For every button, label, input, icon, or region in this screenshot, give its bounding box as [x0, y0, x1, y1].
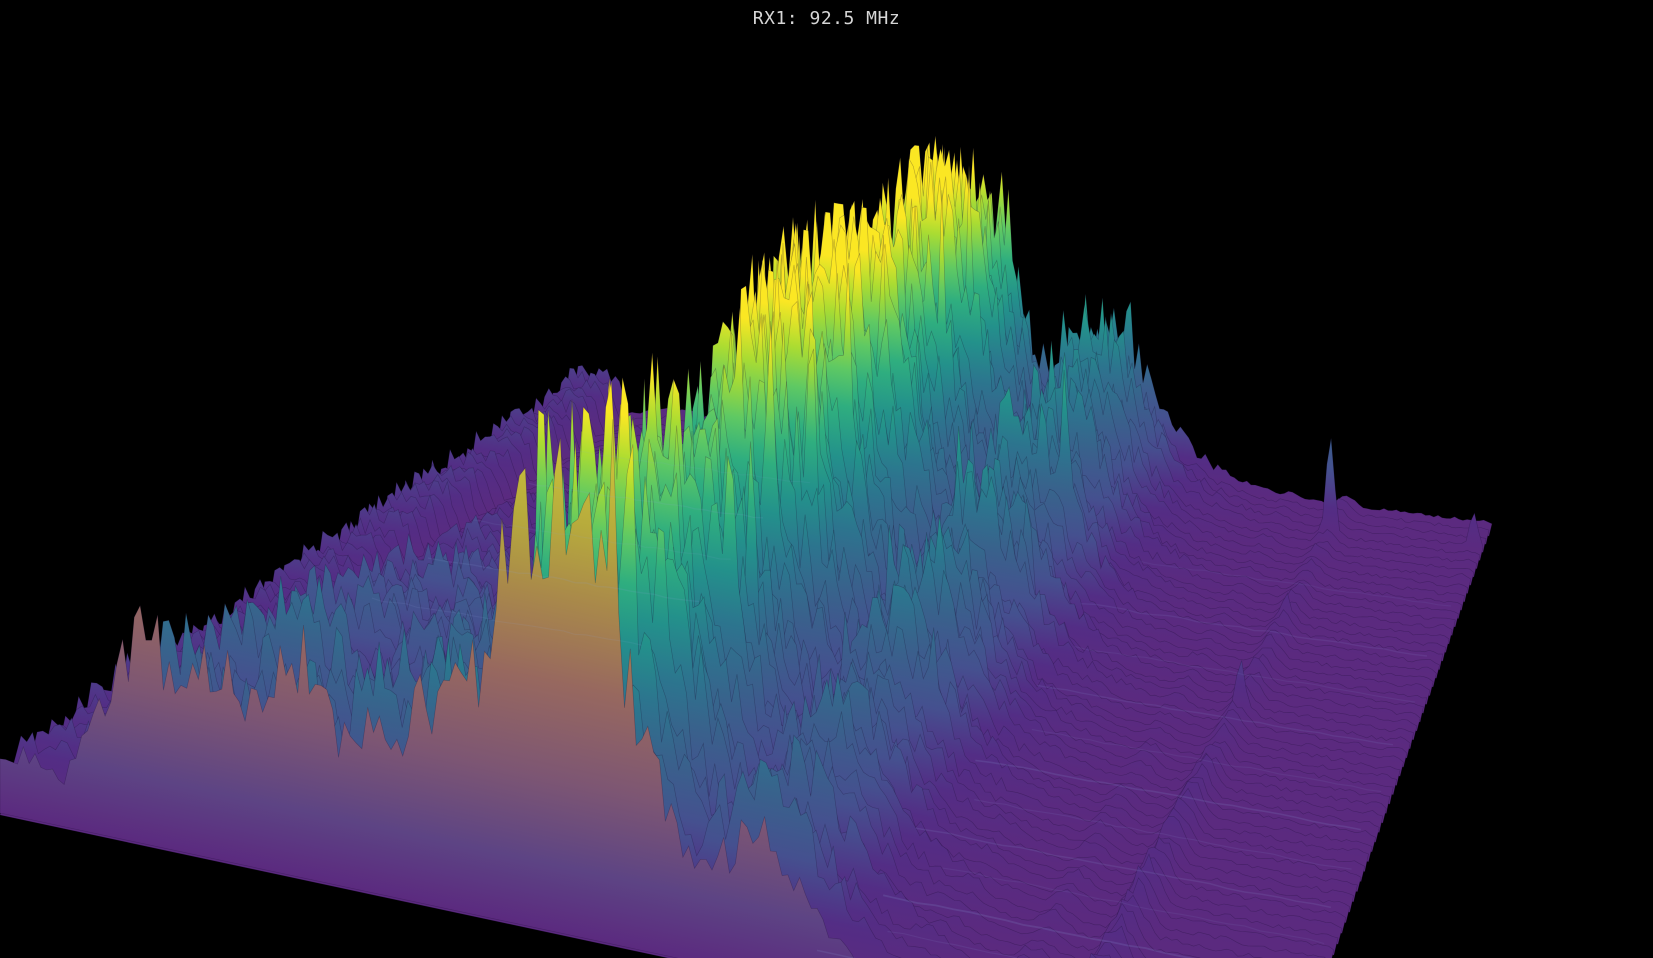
- surface-row: [284, 254, 1391, 814]
- plane-streak: [1081, 603, 1428, 657]
- plane-streak: [371, 597, 643, 646]
- plane-streak: [427, 557, 700, 603]
- plane-streak: [528, 482, 764, 519]
- front-cut-face: [0, 419, 855, 958]
- plane-streak: [1140, 561, 1452, 607]
- plane-streak: [882, 894, 1195, 958]
- plane-streak: [573, 450, 811, 484]
- plane-streak: [942, 867, 1325, 945]
- plane-streak: [974, 799, 1352, 870]
- plane-streak: [915, 827, 1332, 909]
- plane-streak: [975, 759, 1361, 831]
- plane-streak: [473, 519, 731, 560]
- plane-streak: [1074, 645, 1416, 703]
- plane-streak: [887, 930, 1019, 958]
- view-title: RX1: 92.5 MHz: [752, 8, 901, 29]
- plane-streak: [1036, 684, 1393, 746]
- plane-streak: [1031, 728, 1382, 793]
- surface-row: [160, 356, 1347, 934]
- surface-row: [244, 362, 1377, 853]
